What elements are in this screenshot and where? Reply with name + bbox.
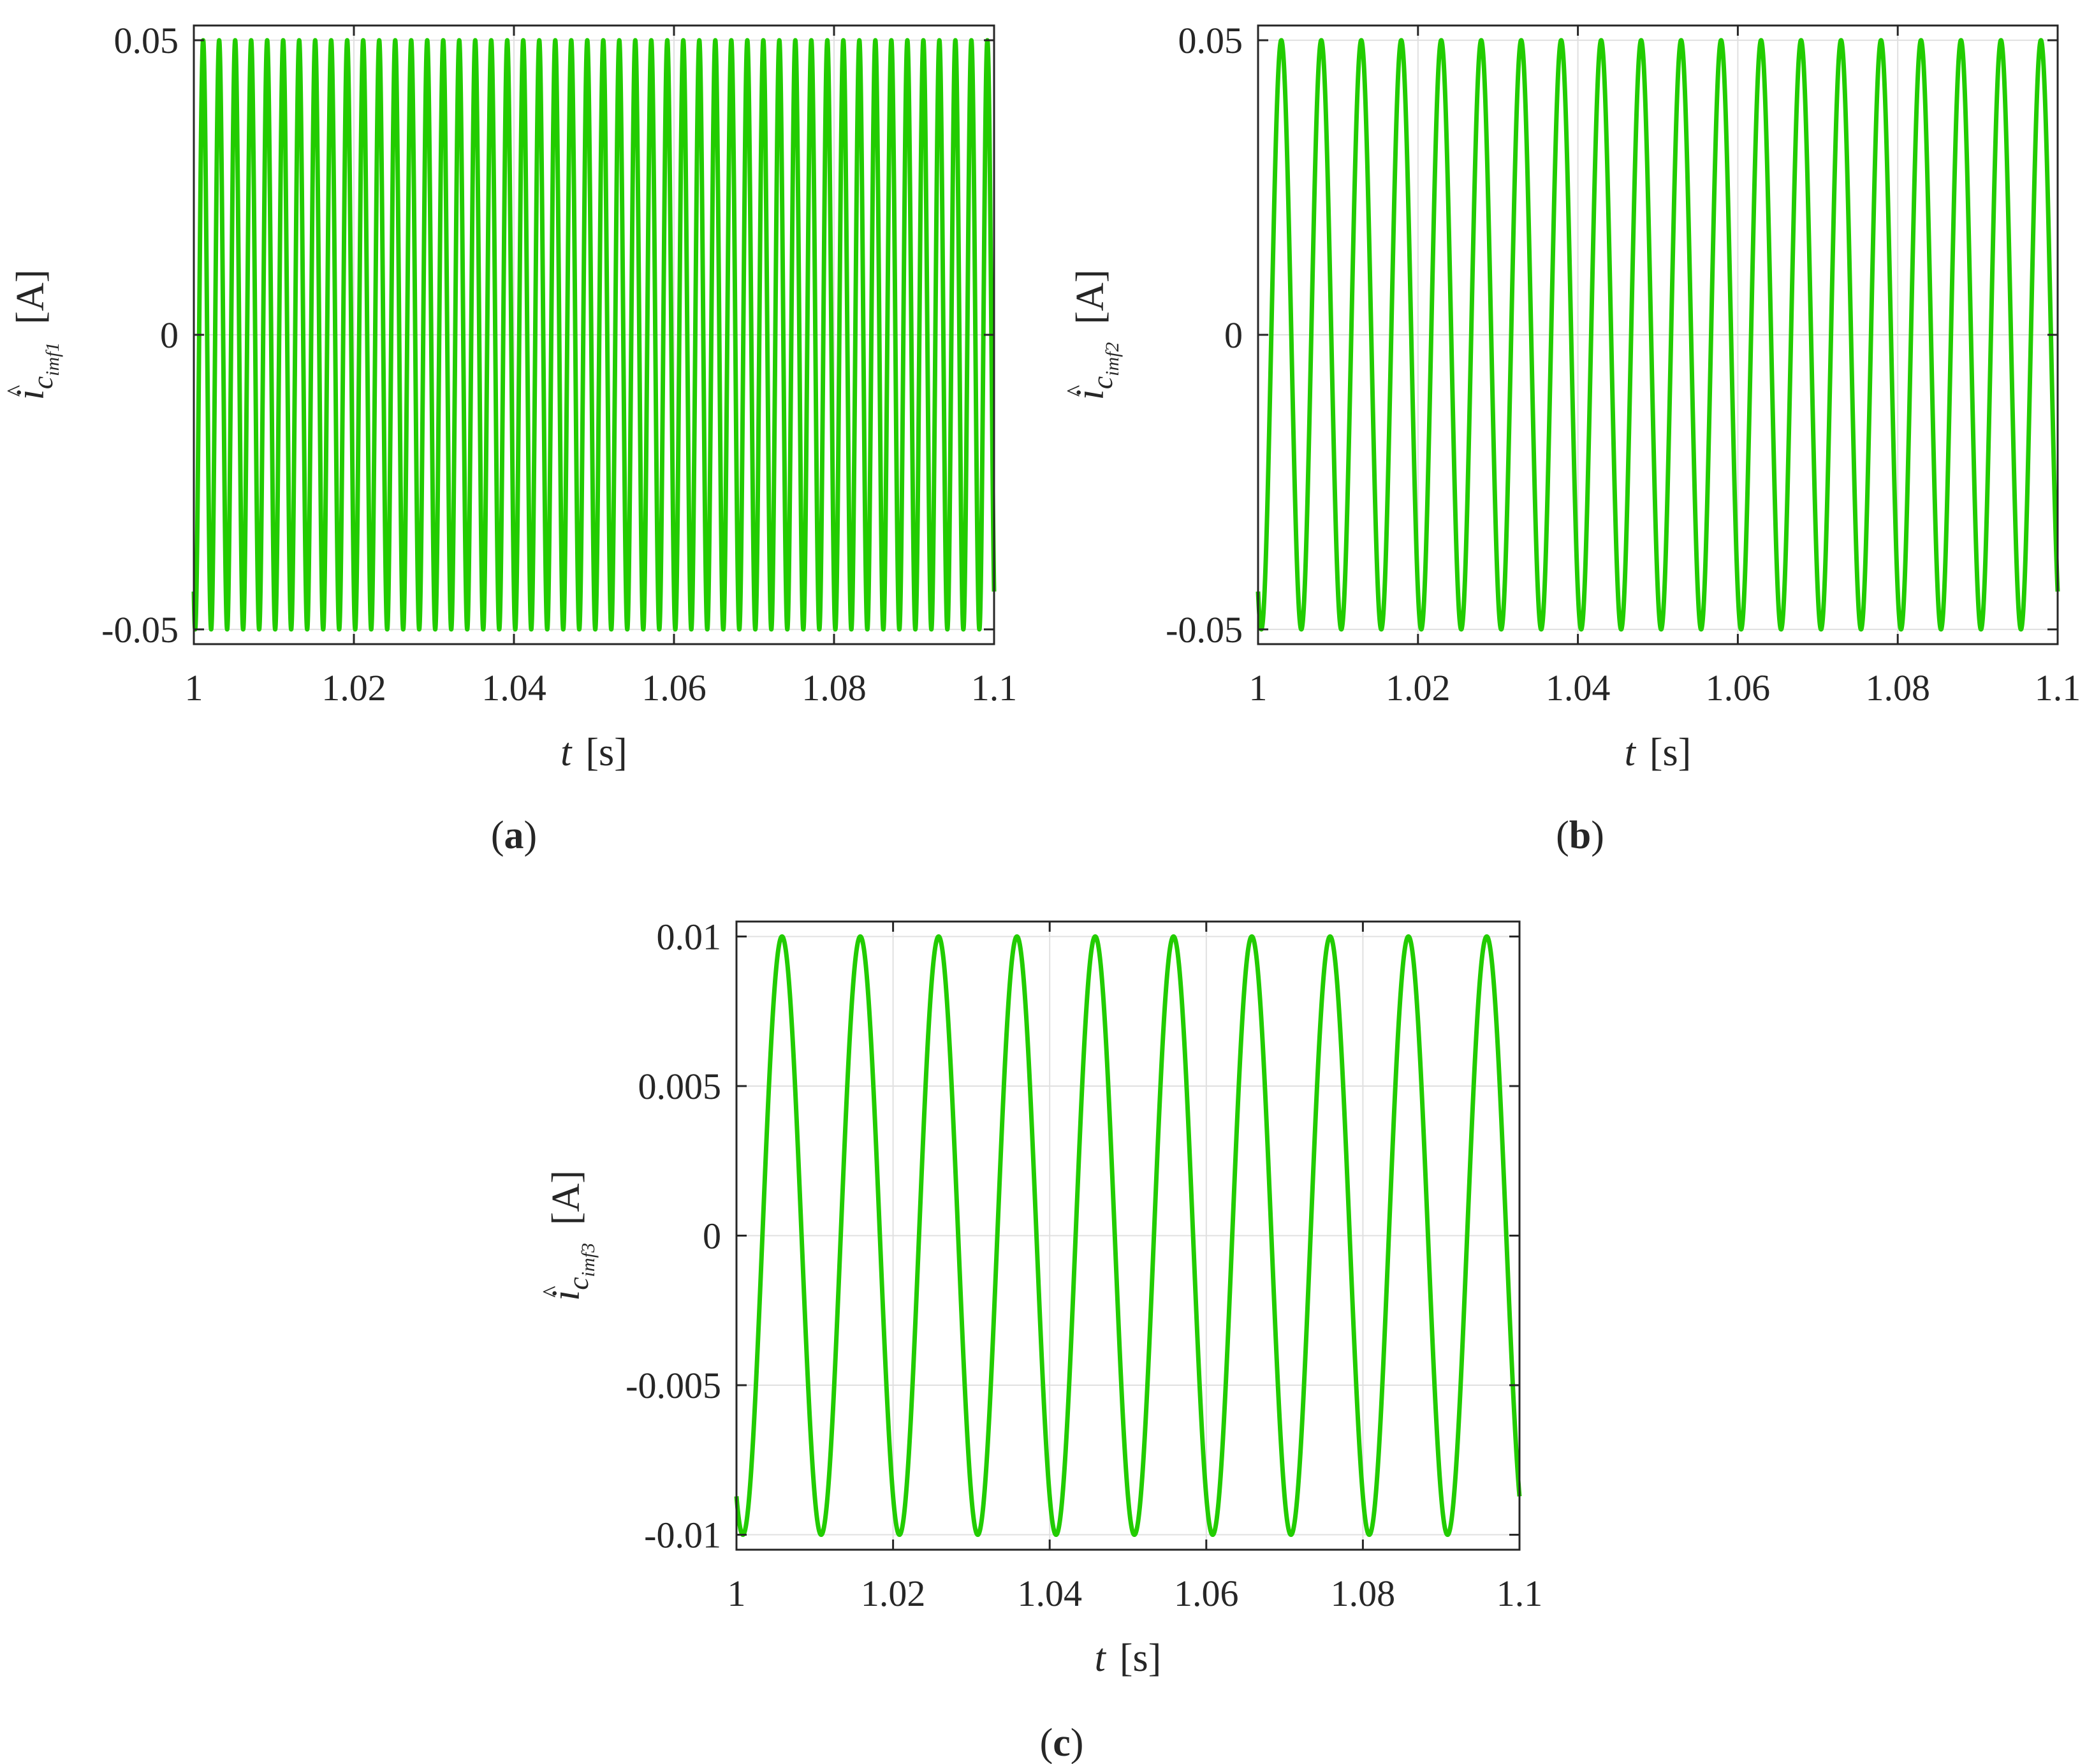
caption-letter: a — [504, 814, 524, 857]
series-line — [191, 38, 997, 632]
y-axis-label-hat: ^ — [1061, 385, 1090, 397]
x-axis-label: t [s] — [1095, 1636, 1162, 1680]
chart-panel-a: 1 1.02 1.04 1.06 1.08 1.1 -0.05 0 0.05 t [s] ^icimf… — [1, 20, 1017, 857]
y-axis-label: ^icimf2 [A] — [1061, 269, 1123, 400]
y-axis-label: ^icimf3 [A] — [537, 1170, 599, 1301]
x-axis-label-unit: [s] — [1120, 1636, 1161, 1680]
y-axis-label-subsub: imf3 — [578, 1243, 599, 1277]
x-axis-label-var: t — [1625, 731, 1637, 774]
x-axis-label: t [s] — [560, 731, 627, 774]
x-tick-label: 1.08 — [1865, 667, 1930, 709]
y-axis-label-base: i — [1069, 389, 1112, 400]
y-tick-label: -0.005 — [626, 1365, 721, 1406]
caption-close-paren: ) — [1591, 814, 1604, 857]
caption-close-paren: ) — [524, 814, 538, 857]
y-tick-label: 0.005 — [638, 1066, 722, 1107]
y-axis-label-hat: ^ — [1, 385, 30, 397]
y-axis-label-sub: c — [562, 1277, 594, 1290]
y-tick-label: 0 — [1224, 314, 1243, 356]
x-tick-label: 1 — [728, 1573, 746, 1614]
x-tick-label: 1.1 — [971, 667, 1018, 709]
x-tick-label: 1.06 — [1174, 1573, 1239, 1614]
y-axis-label-base: i — [545, 1290, 588, 1301]
y-axis-label-subsub: imf2 — [1102, 342, 1123, 376]
y-axis-label: ^icimf1 [A] — [1, 269, 63, 400]
x-tick-label: 1.06 — [641, 667, 707, 709]
y-axis-label-subsub: imf1 — [42, 342, 63, 376]
x-tick-label: 1.06 — [1706, 667, 1771, 709]
x-axis-label-unit: [s] — [585, 731, 627, 774]
x-tick-label: 1.1 — [1497, 1573, 1543, 1614]
y-tick-label: -0.05 — [101, 609, 179, 650]
panel-caption: (a) — [491, 814, 537, 857]
caption-close-paren: ) — [1071, 1721, 1084, 1764]
y-axis-label-sub: c — [1086, 376, 1118, 389]
caption-letter: c — [1053, 1721, 1071, 1764]
x-tick-label: 1.02 — [861, 1573, 926, 1614]
chart-panel-c: 1 1.02 1.04 1.06 1.08 1.1 -0.01 -0.005 0 0.005 0.0… — [537, 916, 1542, 1764]
x-tick-label: 1 — [185, 667, 203, 709]
x-tick-label: 1.04 — [481, 667, 546, 709]
x-tick-label: 1.1 — [2035, 667, 2081, 709]
x-axis-label-var: t — [1095, 1636, 1107, 1680]
panel-caption: (b) — [1556, 814, 1604, 857]
y-tick-label: 0 — [703, 1216, 721, 1257]
panel-caption: (c) — [1040, 1721, 1084, 1764]
x-tick-label: 1.04 — [1546, 667, 1611, 709]
caption-open-paren: ( — [1040, 1721, 1053, 1764]
x-tick-label: 1.02 — [321, 667, 386, 709]
y-axis-label-unit: [A] — [545, 1170, 588, 1225]
y-axis-label-hat: ^ — [537, 1286, 566, 1298]
y-tick-label: -0.05 — [1166, 609, 1243, 650]
x-tick-label: 1.08 — [1331, 1573, 1396, 1614]
x-axis-label: t [s] — [1625, 731, 1692, 774]
y-axis-label-unit: [A] — [9, 269, 52, 324]
x-axis-label-unit: [s] — [1650, 731, 1691, 774]
y-tick-label: -0.01 — [644, 1515, 721, 1556]
y-tick-label: 0 — [160, 314, 179, 356]
series-line — [734, 934, 1522, 1538]
y-axis-label-unit: [A] — [1069, 269, 1112, 324]
x-tick-label: 1.04 — [1017, 1573, 1082, 1614]
caption-letter: b — [1569, 814, 1591, 857]
x-tick-label: 1.02 — [1386, 667, 1451, 709]
y-tick-label: 0.01 — [657, 916, 722, 957]
caption-open-paren: ( — [491, 814, 504, 857]
y-tick-label: 0.05 — [114, 20, 179, 61]
caption-open-paren: ( — [1556, 814, 1569, 857]
chart-panel-b: 1 1.02 1.04 1.06 1.08 1.1 -0.05 0 0.05 t [s] ^icimf… — [1061, 20, 2081, 857]
x-tick-label: 1.08 — [802, 667, 867, 709]
x-axis-label-var: t — [560, 731, 573, 774]
series-line — [1256, 38, 2060, 632]
x-tick-label: 1 — [1249, 667, 1268, 709]
y-tick-label: 0.05 — [1178, 20, 1243, 61]
y-axis-label-sub: c — [26, 376, 59, 389]
y-axis-label-base: i — [9, 389, 52, 400]
